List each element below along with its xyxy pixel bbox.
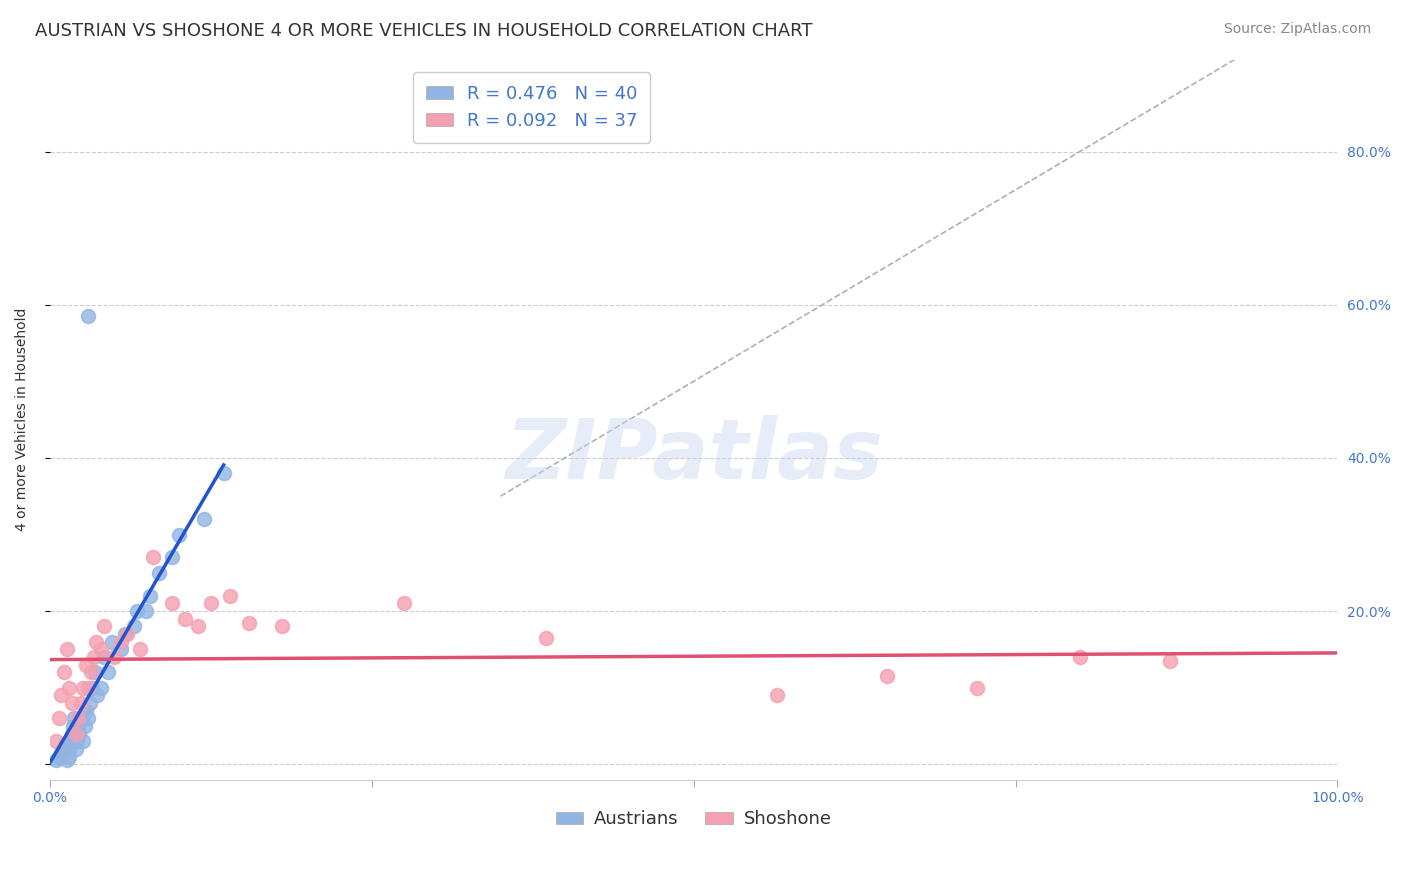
Point: [270, 619, 292, 633]
Point: [238, 615, 260, 630]
Point: [77, 681, 100, 695]
Point: [534, 631, 557, 645]
Text: AUSTRIAN VS SHOSHONE 4 OR MORE VEHICLES IN HOUSEHOLD CORRELATION CHART: AUSTRIAN VS SHOSHONE 4 OR MORE VEHICLES …: [35, 22, 813, 40]
Point: [45, 754, 67, 768]
Point: [51, 689, 73, 703]
Point: [66, 734, 89, 748]
Point: [65, 742, 87, 756]
Point: [93, 619, 115, 633]
Point: [135, 604, 157, 618]
Point: [52, 742, 75, 756]
Text: ZIPatlas: ZIPatlas: [505, 415, 883, 496]
Point: [876, 669, 898, 683]
Point: [110, 634, 132, 648]
Point: [160, 550, 183, 565]
Point: [1069, 650, 1091, 665]
Point: [65, 726, 87, 740]
Point: [392, 597, 415, 611]
Point: [115, 627, 138, 641]
Point: [55, 754, 77, 768]
Text: Source: ZipAtlas.com: Source: ZipAtlas.com: [1223, 22, 1371, 37]
Point: [70, 711, 93, 725]
Point: [63, 711, 86, 725]
Point: [77, 711, 100, 725]
Point: [193, 512, 215, 526]
Point: [58, 749, 80, 764]
Point: [60, 726, 83, 740]
Point: [97, 665, 120, 680]
Point: [139, 589, 162, 603]
Point: [160, 597, 183, 611]
Point: [69, 696, 91, 710]
Point: [174, 612, 197, 626]
Point: [187, 619, 209, 633]
Point: [212, 467, 235, 481]
Point: [148, 566, 170, 580]
Point: [200, 597, 222, 611]
Point: [86, 689, 108, 703]
Point: [58, 681, 80, 695]
Point: [53, 738, 76, 752]
Point: [75, 704, 97, 718]
Point: [48, 711, 70, 725]
Point: [766, 689, 789, 703]
Point: [167, 527, 190, 541]
Point: [966, 681, 988, 695]
Point: [129, 642, 152, 657]
Point: [73, 719, 96, 733]
Y-axis label: 4 or more Vehicles in Household: 4 or more Vehicles in Household: [15, 308, 30, 532]
Point: [72, 734, 94, 748]
Point: [72, 681, 94, 695]
Point: [83, 665, 105, 680]
Point: [62, 719, 84, 733]
Point: [103, 650, 125, 665]
Point: [77, 309, 100, 323]
Point: [82, 681, 104, 695]
Point: [80, 665, 103, 680]
Point: [100, 634, 122, 648]
Point: [58, 742, 80, 756]
Point: [127, 604, 149, 618]
Point: [83, 650, 105, 665]
Point: [93, 650, 115, 665]
Point: [142, 550, 165, 565]
Point: [90, 642, 112, 657]
Point: [59, 734, 82, 748]
Point: [79, 696, 101, 710]
Point: [1159, 654, 1181, 668]
Point: [75, 657, 97, 672]
Point: [67, 711, 90, 725]
Point: [60, 696, 83, 710]
Point: [69, 726, 91, 740]
Point: [114, 627, 136, 641]
Point: [45, 734, 67, 748]
Point: [90, 681, 112, 695]
Point: [51, 746, 73, 760]
Point: [110, 642, 132, 657]
Point: [67, 719, 90, 733]
Point: [122, 619, 145, 633]
Point: [219, 589, 242, 603]
Point: [84, 634, 107, 648]
Legend: Austrians, Shoshone: Austrians, Shoshone: [548, 803, 838, 836]
Point: [53, 665, 76, 680]
Point: [48, 749, 70, 764]
Point: [55, 642, 77, 657]
